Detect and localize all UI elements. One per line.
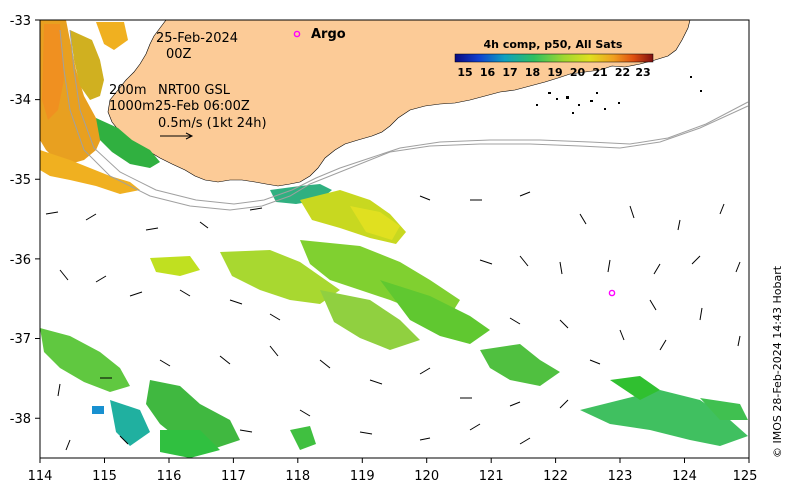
model-label: NRT00 GSL xyxy=(158,83,231,98)
depth-1000-label: 1000m xyxy=(109,99,155,114)
x-tick-label: 119 xyxy=(350,469,375,484)
colorbar-tick: 21 xyxy=(592,66,607,79)
x-tick-label: 118 xyxy=(285,469,310,484)
time-label: 00Z xyxy=(166,47,192,62)
credit-label: © IMOS 28-Feb-2024 14:43 Hobart xyxy=(771,265,784,458)
x-tick-label: 117 xyxy=(221,469,246,484)
scale-label: 0.5m/s (1kt 24h) xyxy=(158,116,267,131)
y-tick-label: -33 xyxy=(10,14,31,29)
y-tick-label: -37 xyxy=(10,332,31,347)
colorbar-tick: 15 xyxy=(457,66,472,79)
argo-legend-label: Argo xyxy=(311,27,346,42)
date-label: 25-Feb-2024 xyxy=(156,31,238,46)
x-tick-label: 123 xyxy=(608,469,633,484)
colorbar-tick: 22 xyxy=(615,66,630,79)
x-tick-label: 125 xyxy=(733,469,758,484)
y-tick-label: -34 xyxy=(10,93,31,108)
x-axis-labels: 114 115 116 117 118 119 120 121 122 123 … xyxy=(28,469,758,484)
colorbar-tick: 20 xyxy=(570,66,586,79)
model-time-label: 25-Feb 06:00Z xyxy=(155,99,250,114)
sst-patches xyxy=(40,20,748,458)
colorbar-tick: 18 xyxy=(525,66,540,79)
depth-200-label: 200m xyxy=(109,83,146,98)
plot-border xyxy=(39,19,750,459)
x-tick-label: 122 xyxy=(543,469,568,484)
colorbar-title: 4h comp, p50, All Sats xyxy=(484,38,623,51)
x-tick-label: 121 xyxy=(479,469,504,484)
x-tick-label: 116 xyxy=(157,469,182,484)
y-axis-labels: -33 -34 -35 -36 -37 -38 xyxy=(10,14,31,427)
y-tick-label: -35 xyxy=(10,173,31,188)
map-annotations: 25-Feb-2024 00Z 200m NRT00 GSL 1000m 25-… xyxy=(109,31,267,140)
sst-colorbar: 4h comp, p50, All Sats 15 16 17 18 19 20… xyxy=(454,38,654,79)
argo-legend-icon xyxy=(293,30,301,38)
x-tick-label: 115 xyxy=(92,469,117,484)
scale-arrow-icon xyxy=(160,132,194,140)
axis-ticks xyxy=(35,19,750,463)
islands xyxy=(536,76,702,114)
x-tick-label: 120 xyxy=(414,469,439,484)
argo-legend: Argo xyxy=(293,27,346,42)
colorbar-tick: 16 xyxy=(480,66,496,79)
current-vectors xyxy=(45,191,741,451)
colorbar-gradient xyxy=(454,53,654,63)
argo-float-marker[interactable] xyxy=(608,289,616,297)
x-tick-label: 124 xyxy=(672,469,697,484)
colorbar-tick: 23 xyxy=(635,66,650,79)
colorbar-tick: 17 xyxy=(502,66,517,79)
y-tick-label: -38 xyxy=(10,412,31,427)
isobaths xyxy=(59,29,749,211)
x-tick-label: 114 xyxy=(28,469,53,484)
colorbar-tick: 19 xyxy=(547,66,562,79)
y-tick-label: -36 xyxy=(10,253,31,268)
